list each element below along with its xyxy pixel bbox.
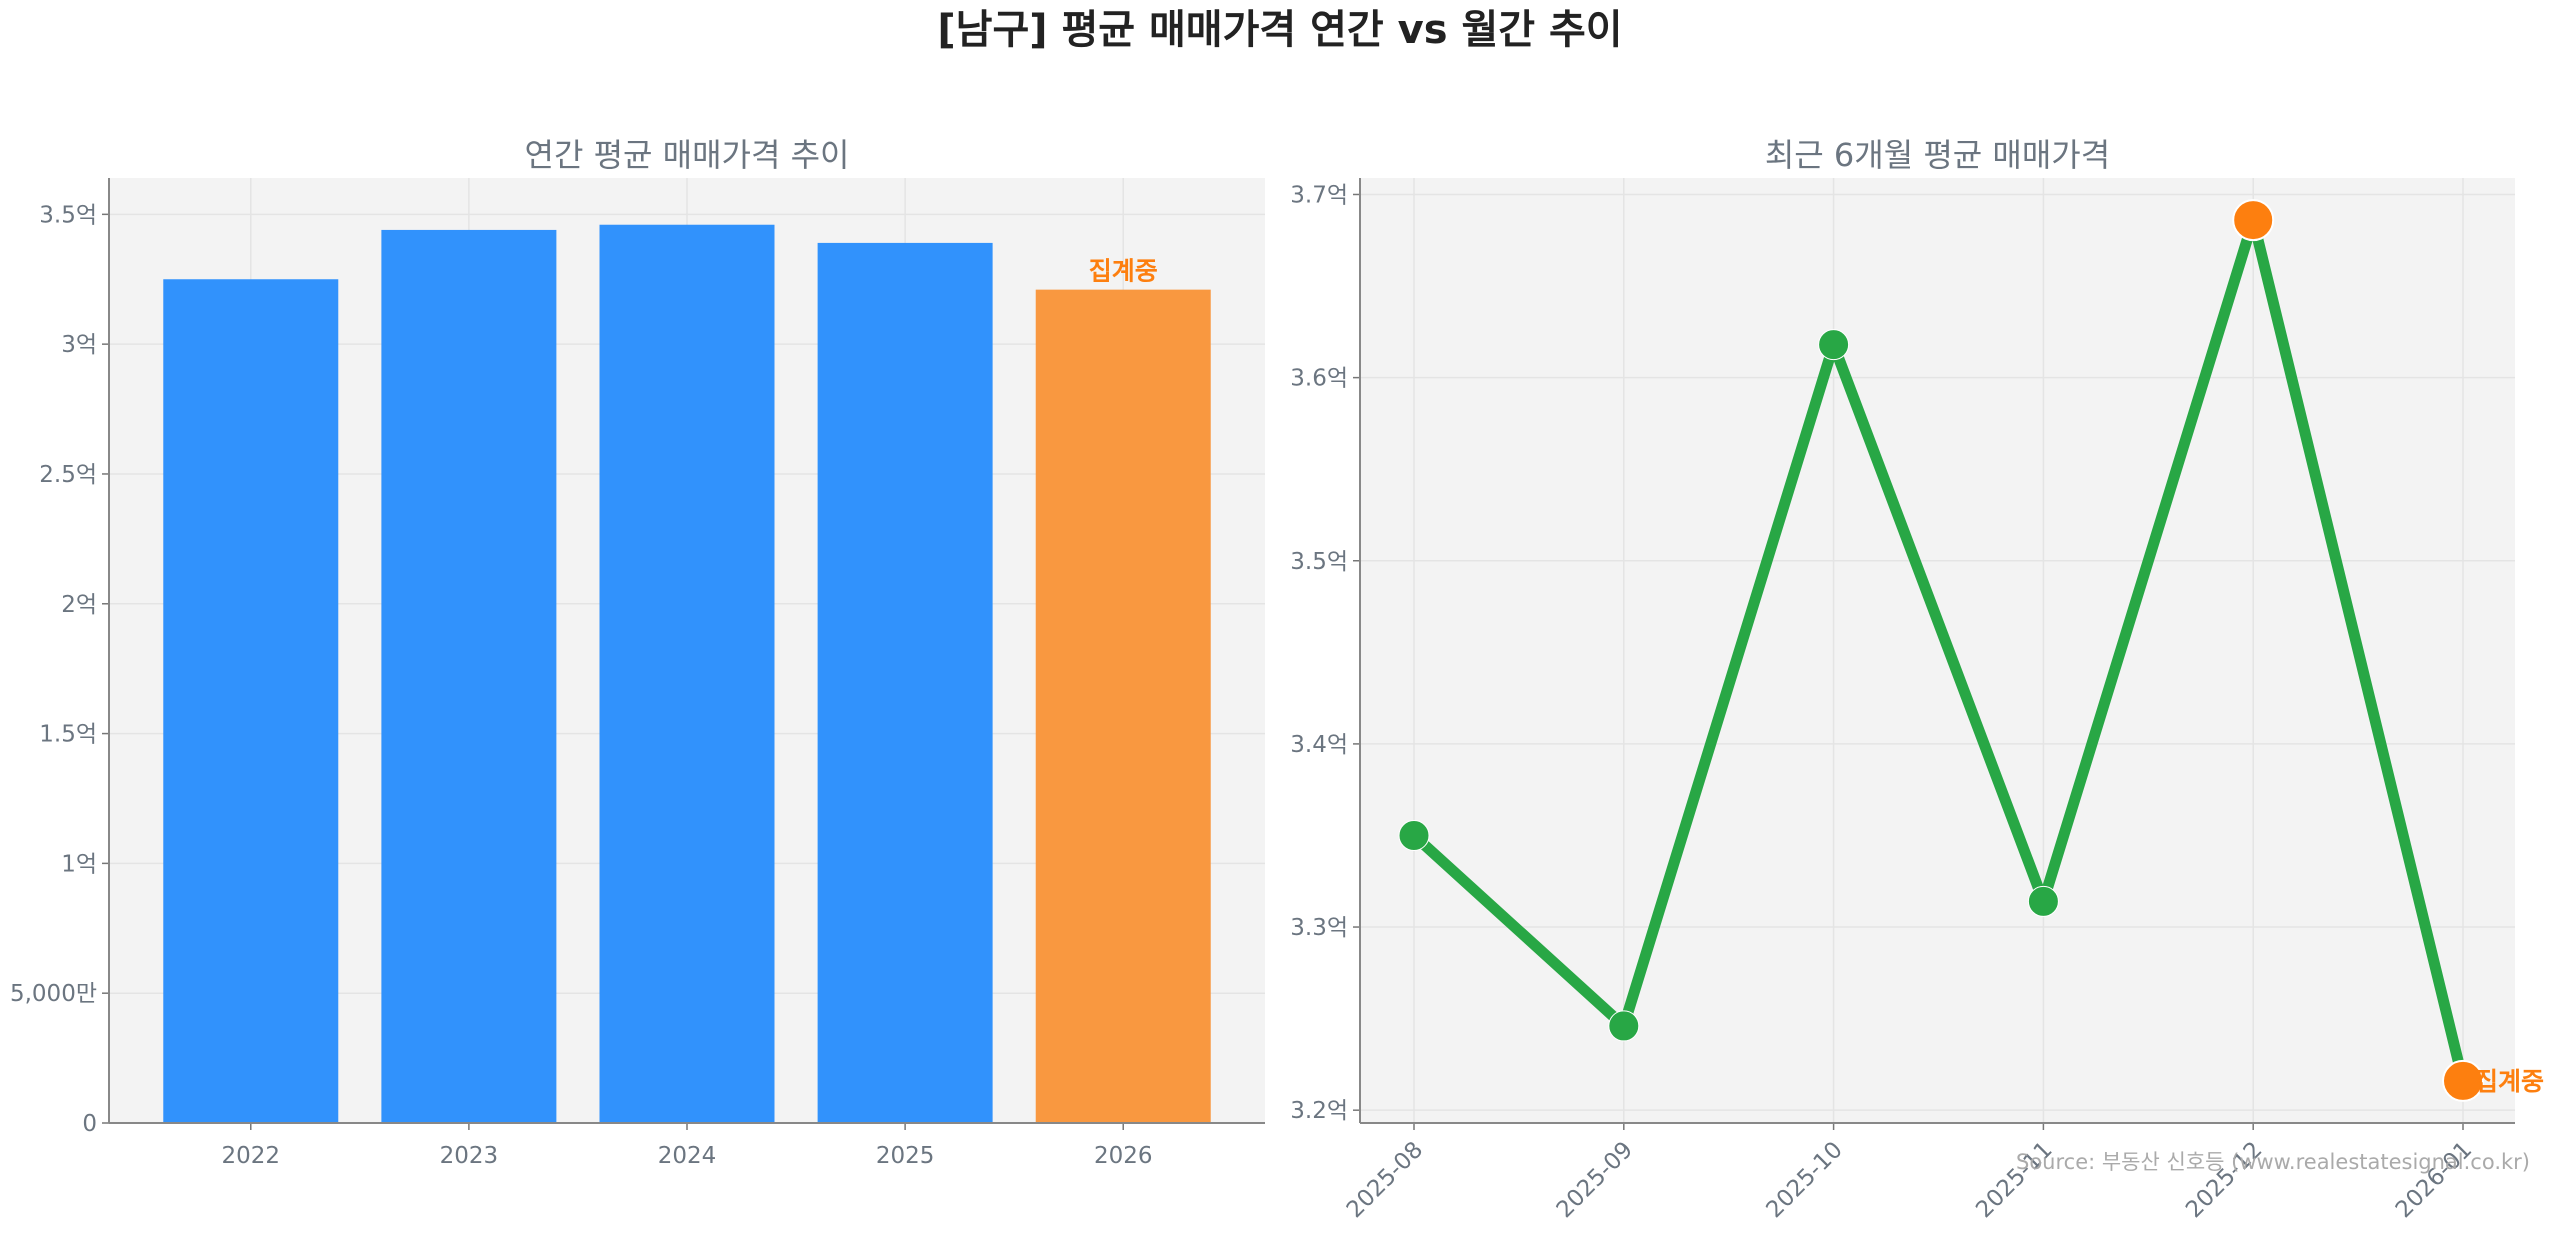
data-point-2025-12 — [2232, 199, 2275, 242]
x-tick-label: 2025-10 — [1761, 1137, 1847, 1223]
figure-title: [남구] 평균 매매가격 연간 vs 월간 추이 — [937, 7, 1622, 53]
y-tick-label: 3.3억 — [1290, 915, 1348, 941]
y-tick-label: 3.5억 — [39, 202, 97, 228]
y-tick-label: 3.4억 — [1290, 732, 1348, 758]
bar-2023 — [381, 229, 557, 1123]
y-tick-label: 2억 — [61, 592, 97, 618]
x-tick-label: 2025 — [876, 1143, 935, 1169]
bar-annotation: 집계중 — [1089, 257, 1158, 286]
point-annotation: 집계중 — [2475, 1067, 2544, 1096]
y-tick-label: 3.7억 — [1290, 182, 1348, 208]
monthly-line-chart: 3.2억 3.3억 3.4억 3.5억 3.6억 3.7억 최근 6개월 평균 매매가격 20… — [1290, 136, 2544, 1223]
data-point-2026-01 — [2442, 1059, 2484, 1102]
x-tick-label: 2022 — [222, 1143, 281, 1169]
subplot-title: 연간 평균 매매가격 추이 — [525, 136, 850, 174]
plot-background — [1360, 178, 2515, 1123]
bar-2025 — [817, 242, 993, 1124]
annual-bar-chart: 0 5,000만 1억 1.5억 2억 2.5억 3억 3.5억 연간 평균 매매가격 추이 20… — [10, 136, 1265, 1169]
x-tick-label: 2026 — [1094, 1143, 1153, 1169]
subplot-title: 최근 6개월 평균 매매가격 — [1765, 136, 2110, 174]
data-point-2025-11 — [2027, 885, 2059, 917]
x-tick-label: 2025-08 — [1342, 1137, 1428, 1223]
y-tick-label: 1.5억 — [39, 722, 97, 748]
series-line — [1410, 214, 2469, 1083]
bar-2026 — [1035, 289, 1211, 1123]
source-note: Source: 부동산 신호등 (www.realestatesignal.co… — [2016, 1150, 2530, 1174]
y-tick-label: 3.6억 — [1290, 366, 1348, 392]
x-tick-label: 2023 — [440, 1143, 499, 1169]
y-tick-label: 2.5억 — [39, 462, 97, 488]
data-point-2025-10 — [1818, 329, 1850, 361]
data-point-2025-08 — [1398, 819, 1430, 851]
bar-2022 — [163, 279, 339, 1123]
y-tick-label: 3.5억 — [1290, 549, 1348, 575]
y-tick-label: 1억 — [61, 851, 97, 877]
y-tick-label: 5,000만 — [10, 981, 97, 1007]
data-point-2025-09 — [1608, 1010, 1640, 1042]
x-tick-label: 2025-09 — [1552, 1137, 1638, 1223]
x-tick-label: 2024 — [658, 1143, 717, 1169]
y-tick-label: 3.2억 — [1290, 1098, 1348, 1124]
bar-2024 — [599, 224, 775, 1123]
y-tick-label: 3억 — [61, 332, 97, 358]
y-tick-label: 0 — [82, 1111, 97, 1137]
